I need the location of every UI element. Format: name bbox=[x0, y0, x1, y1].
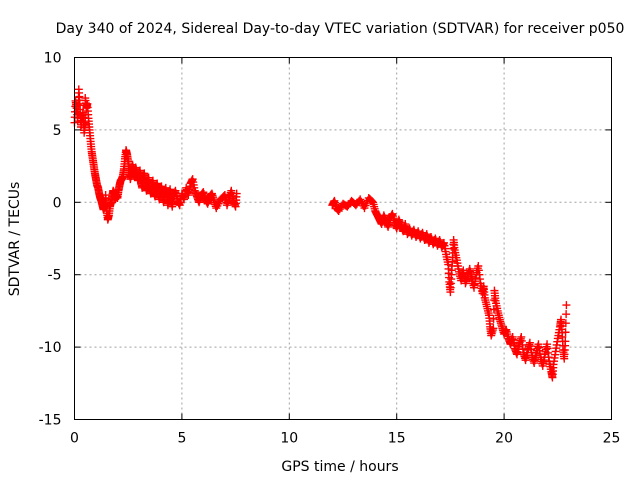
data-point bbox=[74, 101, 83, 110]
data-point bbox=[561, 328, 570, 337]
x-axis-label: GPS time / hours bbox=[281, 459, 398, 475]
y-tick-label: 5 bbox=[53, 123, 62, 139]
data-series bbox=[70, 85, 571, 382]
data-point bbox=[561, 319, 570, 328]
y-tick-label: 10 bbox=[44, 51, 62, 67]
x-tick-label: 10 bbox=[280, 431, 298, 447]
y-tick-label: -5 bbox=[48, 268, 62, 284]
x-tick-label: 5 bbox=[177, 431, 186, 447]
data-point bbox=[562, 301, 571, 310]
chart-title: Day 340 of 2024, Sidereal Day-to-day VTE… bbox=[56, 21, 625, 37]
plot-frame bbox=[74, 57, 612, 420]
y-tick-label: -15 bbox=[39, 413, 62, 429]
data-point bbox=[81, 118, 90, 127]
y-axis-label: SDTVAR / TECUs bbox=[7, 182, 23, 297]
x-tick-label: 15 bbox=[388, 431, 406, 447]
y-tick-label: -10 bbox=[39, 340, 62, 356]
x-tick-label: 0 bbox=[70, 431, 79, 447]
data-point bbox=[489, 314, 498, 323]
data-point bbox=[489, 324, 498, 333]
data-point bbox=[562, 310, 571, 319]
y-tick-label: 0 bbox=[53, 195, 62, 211]
data-point bbox=[232, 189, 241, 198]
data-point bbox=[561, 337, 570, 346]
axis-ticks: 0 5 10 15 20 25 -15 -10 -5 0 5 10 bbox=[39, 51, 621, 447]
grid bbox=[74, 57, 612, 420]
x-tick-label: 25 bbox=[603, 431, 621, 447]
x-tick-label: 20 bbox=[495, 431, 513, 447]
